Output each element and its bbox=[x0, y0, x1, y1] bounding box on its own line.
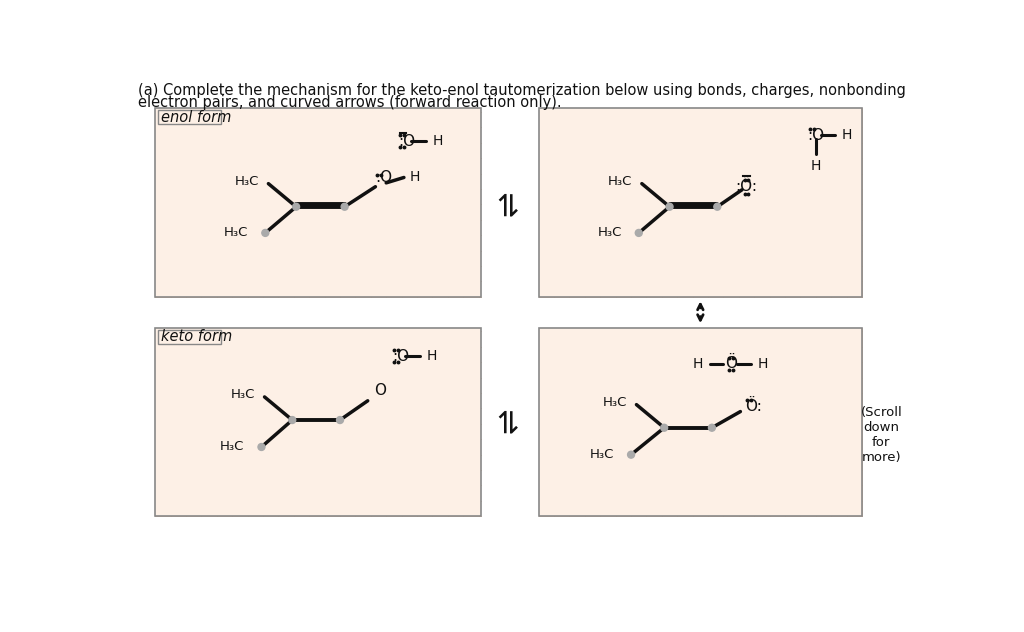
Text: H₃C: H₃C bbox=[603, 396, 628, 409]
Text: enol form: enol form bbox=[161, 110, 231, 125]
Text: :Ö:: :Ö: bbox=[735, 179, 758, 194]
Text: H₃C: H₃C bbox=[224, 226, 249, 240]
Circle shape bbox=[666, 204, 673, 210]
Text: H₃C: H₃C bbox=[231, 388, 255, 401]
Text: (Scroll
down
for
more): (Scroll down for more) bbox=[860, 406, 902, 465]
Text: H₃C: H₃C bbox=[234, 175, 259, 188]
Text: (a) Complete the mechanism for the keto-enol tautomerization below using bonds, : (a) Complete the mechanism for the keto-… bbox=[138, 83, 906, 98]
Circle shape bbox=[628, 451, 635, 458]
Circle shape bbox=[262, 229, 268, 236]
Circle shape bbox=[709, 424, 716, 431]
Text: H₃C: H₃C bbox=[597, 226, 622, 240]
Text: ⇌: ⇌ bbox=[495, 407, 524, 433]
Text: electron pairs, and curved arrows (forward reaction only).: electron pairs, and curved arrows (forwa… bbox=[138, 95, 562, 110]
Text: :O: :O bbox=[376, 170, 392, 185]
Bar bbox=[158, 111, 220, 125]
Circle shape bbox=[289, 416, 296, 423]
Circle shape bbox=[337, 416, 343, 423]
Text: H: H bbox=[410, 171, 421, 185]
Text: :O: :O bbox=[398, 134, 416, 149]
Text: Ö:: Ö: bbox=[745, 399, 762, 415]
Text: H₃C: H₃C bbox=[220, 441, 245, 454]
Text: H: H bbox=[842, 128, 852, 142]
Text: H: H bbox=[692, 357, 702, 371]
Text: H: H bbox=[426, 349, 436, 363]
Circle shape bbox=[660, 424, 668, 431]
Circle shape bbox=[293, 204, 300, 210]
Text: keto form: keto form bbox=[161, 329, 231, 344]
Circle shape bbox=[635, 229, 642, 236]
Circle shape bbox=[714, 204, 721, 210]
Bar bbox=[158, 330, 220, 344]
Text: H₃C: H₃C bbox=[590, 448, 614, 461]
Text: H₃C: H₃C bbox=[608, 175, 633, 188]
Text: ⇌: ⇌ bbox=[495, 190, 524, 216]
Circle shape bbox=[341, 204, 348, 210]
Text: O: O bbox=[374, 383, 386, 398]
Bar bbox=[539, 108, 862, 297]
Text: Ö: Ö bbox=[725, 356, 737, 372]
Bar bbox=[539, 327, 862, 516]
Bar bbox=[156, 327, 481, 516]
Circle shape bbox=[258, 444, 265, 451]
Bar bbox=[156, 108, 481, 297]
Text: :O: :O bbox=[807, 128, 824, 143]
Text: :O: :O bbox=[392, 349, 410, 363]
Text: H: H bbox=[758, 357, 768, 371]
Text: H: H bbox=[432, 134, 442, 149]
Text: H: H bbox=[811, 159, 821, 173]
